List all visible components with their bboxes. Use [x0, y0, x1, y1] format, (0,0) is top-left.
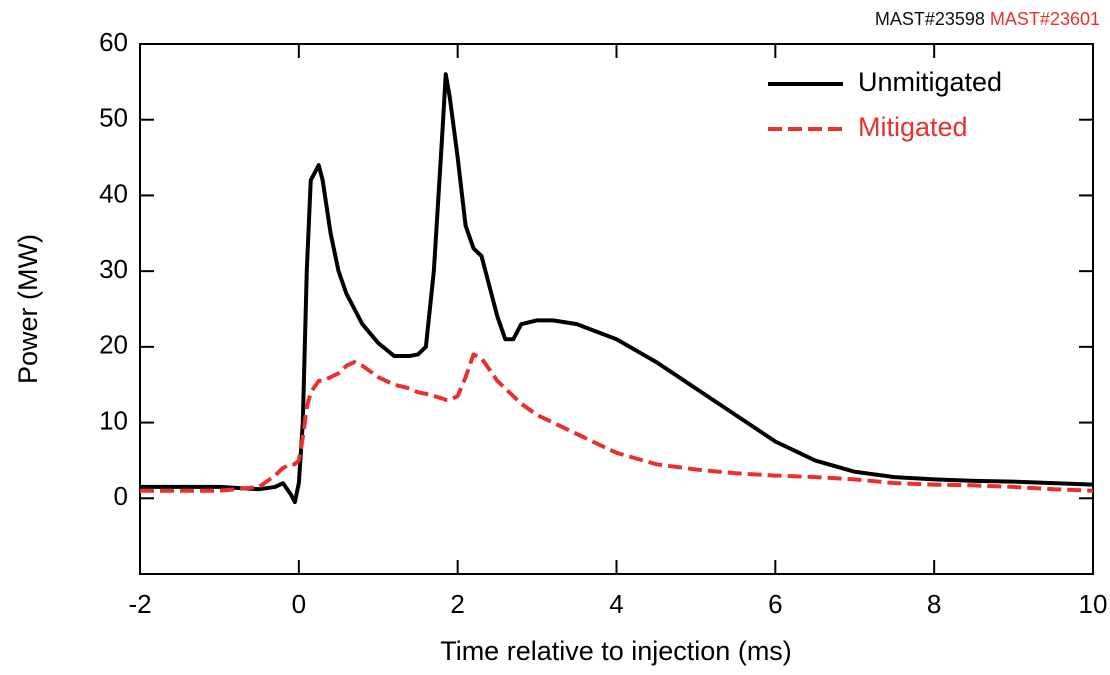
x-tick-label: 2 [450, 589, 464, 619]
y-tick-label: 60 [99, 27, 128, 57]
x-tick-label: 10 [1079, 589, 1108, 619]
x-tick-label: -2 [128, 589, 151, 619]
y-tick-label: 50 [99, 103, 128, 133]
legend-label: Unmitigated [858, 67, 1002, 97]
y-tick-label: 0 [114, 481, 128, 511]
x-axis-label: Time relative to injection (ms) [440, 636, 792, 666]
series-line [140, 352, 1094, 493]
legend-label: Mitigated [858, 112, 968, 142]
x-tick-label: 6 [768, 589, 782, 619]
x-tick-label: 8 [927, 589, 941, 619]
annotation-text: MAST#23601 [990, 9, 1100, 29]
x-tick-label: 0 [292, 589, 306, 619]
x-tick-label: 4 [609, 589, 623, 619]
y-tick-label: 30 [99, 254, 128, 284]
annotation: MAST#23598 MAST#23601 [875, 9, 1100, 29]
y-tick-label: 40 [99, 178, 128, 208]
y-tick-label: 10 [99, 405, 128, 435]
y-tick-label: 20 [99, 330, 128, 360]
y-axis-label: Power (MW) [13, 234, 43, 384]
annotation-text: MAST#23598 [875, 9, 985, 29]
